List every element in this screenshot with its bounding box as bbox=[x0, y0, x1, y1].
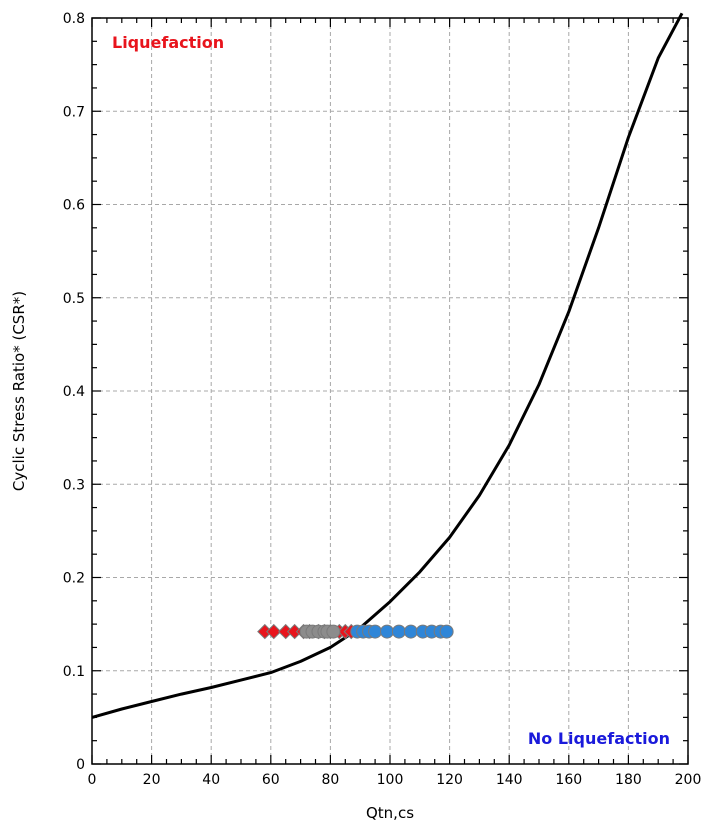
data-point-circle bbox=[439, 624, 454, 639]
no-liquefaction-label: No Liquefaction bbox=[528, 729, 670, 748]
y-tick-label: 0.2 bbox=[63, 571, 85, 587]
x-tick-label: 0 bbox=[88, 772, 97, 788]
x-tick-label: 40 bbox=[202, 772, 220, 788]
grid bbox=[92, 18, 688, 764]
y-tick-label: 0.6 bbox=[63, 198, 85, 214]
x-tick-label: 100 bbox=[377, 772, 404, 788]
ticks bbox=[91, 17, 689, 765]
x-tick-label: 80 bbox=[321, 772, 339, 788]
x-tick-label: 120 bbox=[436, 772, 463, 788]
x-tick-label: 20 bbox=[143, 772, 161, 788]
data-point-circle bbox=[368, 624, 383, 639]
y-tick-label: 0 bbox=[76, 757, 85, 773]
x-tick-label: 160 bbox=[555, 772, 582, 788]
y-tick-label: 0.1 bbox=[63, 664, 85, 680]
data-point-circle bbox=[326, 624, 341, 639]
y-tick-label: 0.5 bbox=[63, 291, 85, 307]
x-tick-label: 200 bbox=[675, 772, 701, 788]
data-point-circle bbox=[380, 624, 395, 639]
y-tick-label: 0.3 bbox=[63, 477, 85, 493]
y-tick-label: 0.4 bbox=[63, 384, 85, 400]
data-point-circle bbox=[403, 624, 418, 639]
x-tick-labels: 0 20 40 60 80 100 120 140 160 180 200 bbox=[88, 772, 701, 788]
liquefaction-label: Liquefaction bbox=[112, 33, 224, 52]
boundary-curve bbox=[91, 12, 684, 719]
x-tick-label: 140 bbox=[496, 772, 523, 788]
y-axis-label: Cyclic Stress Ratio* (CSR*) bbox=[10, 291, 28, 491]
y-tick-labels: 0 0.1 0.2 0.3 0.4 0.5 0.6 0.7 0.8 bbox=[63, 11, 85, 773]
x-axis-label: Qtn,cs bbox=[366, 804, 414, 822]
data-point-circle bbox=[391, 624, 406, 639]
data-point-diamond bbox=[266, 623, 282, 640]
x-tick-label: 180 bbox=[615, 772, 642, 788]
data-points bbox=[257, 623, 454, 640]
y-tick-label: 0.8 bbox=[63, 11, 85, 27]
x-tick-label: 60 bbox=[262, 772, 280, 788]
y-tick-label: 0.7 bbox=[63, 104, 85, 120]
